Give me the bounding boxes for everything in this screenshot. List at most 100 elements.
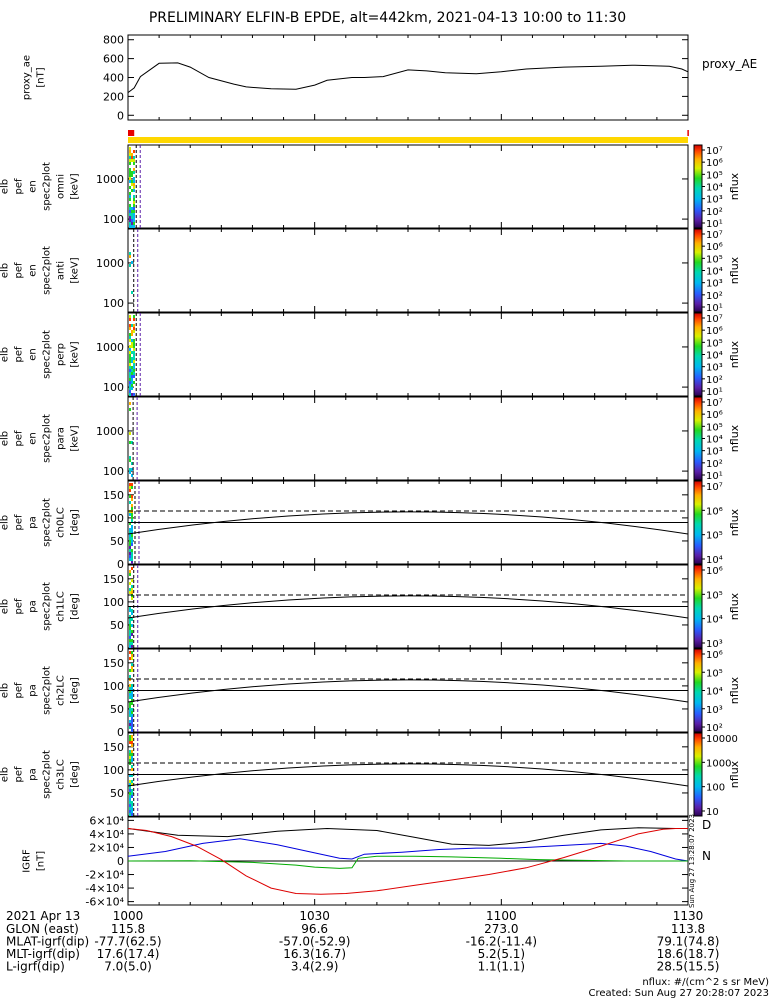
heatmap-cell-ch0LC (129, 552, 131, 555)
heatmap-cell-perp (133, 393, 135, 396)
colorbar-label-ch0LC-2: 10⁵ (706, 531, 723, 542)
ytick-label-ch2LC: 150 (103, 657, 124, 670)
heatmap-cell-ch3LC (129, 810, 131, 813)
colorbar-label-anti-2: 10⁵ (706, 254, 723, 265)
colorbar-label-para-0: 10⁷ (706, 398, 723, 409)
ytick-label-para: 100 (103, 465, 124, 478)
heatmap-cell-anti (129, 264, 131, 267)
heatmap-cell-omni (131, 210, 133, 213)
loss-cone-curve-ch0LC (127, 511, 689, 535)
heatmap-cell-ch2LC (131, 708, 133, 711)
colorbar-label-ch2LC-2: 10⁴ (706, 687, 723, 698)
heatmap-cell-ch2LC (131, 711, 133, 714)
heatmap-cell-ch0LC (131, 510, 133, 513)
heatmap-cell-ch3LC (129, 795, 131, 798)
heatmap-cell-perp (129, 393, 131, 396)
ylabel-ch1LC-4: ch1LC (56, 591, 67, 622)
heatmap-cell-ch1LC (129, 573, 131, 576)
heatmap-cell-perp (129, 363, 131, 366)
ylabel-anti-2: en (28, 264, 39, 277)
colorbar-title-omni: nflux (728, 172, 741, 200)
colorbar-label-ch2LC-1: 10⁵ (706, 668, 723, 679)
heatmap-cell-ch1LC (129, 627, 131, 630)
ylabel-ch1LC-1: pef (14, 598, 25, 615)
ytick-label-ch2LC: 0 (117, 726, 124, 739)
ylabel-ch3LC-4: ch3LC (56, 759, 67, 790)
heatmap-cell-para (131, 468, 133, 471)
heatmap-cell-omni (129, 174, 131, 177)
ytick-label-IGRF: 4×10⁴ (89, 828, 124, 841)
colorbar-label-para-4: 10³ (706, 447, 723, 458)
colorbar-label-omni-5: 10² (706, 207, 723, 218)
colorbar-label-omni-0: 10⁷ (706, 146, 723, 157)
status-segment-0 (128, 137, 688, 143)
heatmap-cell-perp (131, 342, 133, 345)
colorbar-ch3LC (693, 732, 703, 817)
heatmap-cell-ch3LC (129, 792, 131, 795)
heatmap-cell-ch2LC (131, 657, 133, 660)
heatmap-cell-perp (131, 333, 133, 336)
heatmap-cell-omni (133, 150, 135, 153)
colorbar-title-para: nflux (728, 424, 741, 452)
heatmap-cell-omni (131, 207, 133, 210)
colorbar-label-ch3LC-3: 10 (706, 807, 719, 818)
heatmap-cell-perp (129, 348, 131, 351)
igrf-series-line-2 (127, 855, 688, 869)
heatmap-cell-omni (133, 156, 135, 159)
heatmap-cell-perp (131, 393, 133, 396)
ytick-label-omni: 100 (103, 213, 124, 226)
ylabel-ch3LC-3: spec2plot (42, 750, 53, 799)
proxy-ae-line (127, 62, 689, 93)
heatmap-cell-ch2LC (129, 684, 131, 687)
colorbar-perp (693, 312, 703, 397)
heatmap-cell-para (129, 441, 131, 444)
heatmap-cell-ch2LC (131, 654, 133, 657)
heatmap-cell-omni (133, 177, 135, 180)
heatmap-cell-ch2LC (131, 669, 133, 672)
heatmap-cell-ch2LC (129, 678, 131, 681)
heatmap-cell-perp (133, 342, 135, 345)
heatmap-cell-omni (129, 192, 131, 195)
heatmap-cell-ch1LC (131, 633, 133, 636)
colorbar-label-anti-3: 10⁴ (706, 267, 723, 278)
ytick-label-IGRF: 6×10⁴ (89, 814, 124, 827)
colorbar-label-perp-4: 10³ (706, 363, 723, 374)
heatmap-cell-ch0LC (129, 510, 131, 513)
heatmap-cell-ch2LC (129, 690, 131, 693)
ytick-label-proxy_ae: 400 (103, 72, 124, 85)
heatmap-cell-perp (129, 360, 131, 363)
heatmap-cell-perp (129, 324, 131, 327)
ylabel-ch1LC-3: spec2plot (42, 582, 53, 631)
ylabel-para-5: [keV] (70, 425, 81, 451)
ylabel-IGRF-1: [nT] (36, 851, 47, 871)
heatmap-cell-ch0LC (129, 522, 131, 525)
heatmap-cell-ch0LC (129, 528, 131, 531)
heatmap-cell-ch0LC (131, 516, 133, 519)
heatmap-cell-ch3LC (129, 804, 131, 807)
colorbar-para (693, 396, 703, 481)
ephemeris-value-3-1: 3.4(2.9) (291, 960, 339, 974)
ephemeris-value-2-2: 5.2(5.1) (478, 947, 526, 961)
heatmap-cell-ch3LC (131, 792, 133, 795)
heatmap-cell-ch0LC (129, 483, 131, 486)
heatmap-cell-omni (129, 156, 131, 159)
heatmap-cell-omni (131, 153, 133, 156)
heatmap-cell-omni (131, 189, 133, 192)
colorbar-omni (693, 144, 703, 229)
heatmap-cell-ch2LC (131, 693, 133, 696)
heatmap-cell-perp (133, 327, 135, 330)
heatmap-cell-perp (131, 324, 133, 327)
heatmap-cell-ch1LC (129, 624, 131, 627)
heatmap-cell-ch2LC (131, 726, 133, 729)
ylabel-ch1LC-5: [deg] (70, 593, 81, 620)
heatmap-cell-ch0LC (131, 483, 133, 486)
heatmap-cell-omni (133, 168, 135, 171)
heatmap-cell-ch0LC (129, 534, 131, 537)
heatmap-cell-ch3LC (129, 798, 131, 801)
heatmap-cell-omni (129, 177, 131, 180)
colorbar-label-para-5: 10² (706, 459, 723, 470)
ylabel-IGRF-0: IGRF (22, 849, 33, 873)
ylabel-omni-2: en (28, 180, 39, 193)
heatmap-cell-omni (129, 186, 131, 189)
heatmap-cell-perp (133, 360, 135, 363)
